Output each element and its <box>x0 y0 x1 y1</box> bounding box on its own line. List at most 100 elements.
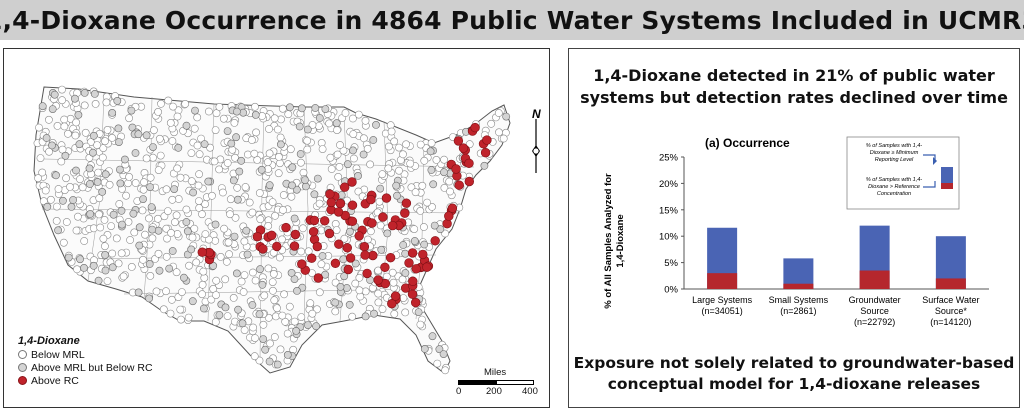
map-site-below-mrl <box>198 210 206 219</box>
map-site-below-mrl <box>153 214 162 223</box>
map-site-above-mrl <box>117 206 126 215</box>
legend-item-above-mrl: Above MRL but Below RC <box>18 361 153 374</box>
map-site-below-mrl <box>249 323 257 332</box>
map-site-above-mrl <box>369 136 378 144</box>
map-site-above-mrl <box>147 203 156 211</box>
map-site-below-mrl <box>103 126 112 134</box>
map-site-below-mrl <box>239 288 248 296</box>
map-site-below-mrl <box>115 200 124 208</box>
map-site-below-mrl <box>177 315 185 324</box>
map-site-below-mrl <box>432 156 441 164</box>
map-site-below-mrl <box>162 287 170 296</box>
map-site-above-mrl <box>223 127 232 135</box>
map-site-below-mrl <box>349 130 358 138</box>
map-site-below-mrl <box>195 170 203 179</box>
map-site-below-mrl <box>47 195 55 204</box>
map-site-below-mrl <box>271 312 280 321</box>
map-site-above-mrl <box>48 141 56 150</box>
map-site-above-mrl <box>108 109 117 117</box>
map-site-below-mrl <box>226 210 234 219</box>
bars <box>707 225 966 289</box>
map-site-below-mrl <box>335 163 344 171</box>
map-site-below-mrl <box>233 183 242 192</box>
map-site-below-mrl <box>374 298 383 307</box>
map-site-above-mrl <box>221 303 230 312</box>
map-site-below-mrl <box>91 100 100 108</box>
map-site-below-mrl <box>169 102 177 111</box>
map-site-below-mrl <box>265 125 273 133</box>
legend-title: 1,4-Dioxane <box>18 335 80 347</box>
map-site-above-mrl <box>42 134 51 142</box>
map-site-below-mrl <box>96 223 105 232</box>
x-tick-label: Large Systems <box>692 295 753 305</box>
map-site-below-mrl <box>122 191 130 200</box>
map-site-below-mrl <box>34 174 42 183</box>
map-site-below-mrl <box>420 156 429 165</box>
map-site-below-mrl <box>240 271 249 279</box>
y-tick-label: 25% <box>659 153 679 164</box>
map-site-below-mrl <box>287 192 296 201</box>
map-site-below-mrl <box>279 191 288 199</box>
map-site-above-mrl <box>135 241 144 250</box>
map-site-above-mrl <box>292 185 301 194</box>
map-site-above-mrl <box>229 176 238 185</box>
bar-above-rc <box>783 283 814 289</box>
map-site-below-mrl <box>265 149 274 158</box>
scale-tick: 400 <box>522 386 538 397</box>
chart-title: (a) Occurrence <box>705 136 790 150</box>
map-site-below-mrl <box>240 237 249 246</box>
map-site-above-mrl <box>75 140 84 149</box>
map-site-below-mrl <box>303 145 312 154</box>
map-site-below-mrl <box>141 230 149 239</box>
map-site-above-mrl <box>265 357 274 366</box>
map-site-below-mrl <box>280 290 288 299</box>
map-site-below-mrl <box>361 287 370 296</box>
map-site-below-mrl <box>245 198 254 207</box>
map-site-below-mrl <box>199 267 208 276</box>
x-axis-labels: Large Systems(n=34051) Small Systems(n=28… <box>692 295 979 327</box>
map-site-above-rc <box>401 198 412 208</box>
map-site-above-mrl <box>116 179 125 188</box>
map-site-below-mrl <box>401 308 410 317</box>
map-site-below-mrl <box>270 114 279 123</box>
map-site-below-mrl <box>278 311 287 320</box>
map-site-below-mrl <box>256 215 265 224</box>
map-site-below-mrl <box>308 121 317 129</box>
map-site-above-mrl <box>182 218 191 226</box>
map-site-above-mrl <box>251 111 260 119</box>
map-site-above-mrl <box>98 187 107 196</box>
map-site-above-rc <box>400 208 410 218</box>
map-site-above-mrl <box>321 105 330 113</box>
map-site-above-mrl <box>89 131 98 140</box>
map-site-below-mrl <box>230 119 239 127</box>
map-site-above-mrl <box>134 288 143 297</box>
map-site-above-rc <box>320 216 330 226</box>
map-site-below-mrl <box>416 206 425 215</box>
map-site-below-mrl <box>399 150 407 159</box>
map-site-below-mrl <box>103 277 112 285</box>
map-site-below-mrl <box>140 178 148 187</box>
map-site-below-mrl <box>363 144 372 153</box>
map-site-above-mrl <box>351 259 360 268</box>
map-site-above-rc <box>343 264 353 275</box>
map-site-below-mrl <box>182 205 191 214</box>
map-site-above-rc <box>381 193 392 203</box>
map-site-below-mrl <box>172 268 181 277</box>
map-site-below-mrl <box>355 273 364 282</box>
us-map <box>33 85 511 375</box>
footer-line: conceptual model for 1,4-dioxane release… <box>607 375 981 393</box>
map-site-above-mrl <box>72 166 80 175</box>
map-site-below-mrl <box>445 177 454 186</box>
map-site-below-mrl <box>428 202 436 211</box>
map-site-below-mrl <box>200 273 209 282</box>
map-site-below-mrl <box>167 228 175 237</box>
legend-swatch <box>18 376 27 385</box>
map-site-above-rc <box>442 219 452 229</box>
map-site-below-mrl <box>53 122 62 130</box>
map-site-below-mrl <box>76 175 84 184</box>
map-site-above-mrl <box>142 131 151 140</box>
map-site-below-mrl <box>274 169 283 178</box>
map-site-below-mrl <box>162 252 171 261</box>
footer-statement: Exposure not solely related to groundwat… <box>569 353 1019 395</box>
map-site-below-mrl <box>271 211 279 220</box>
